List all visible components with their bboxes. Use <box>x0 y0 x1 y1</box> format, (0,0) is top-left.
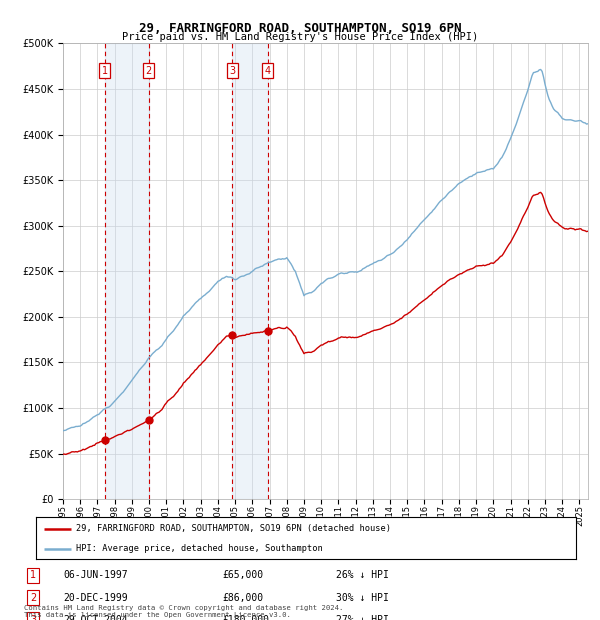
Text: 29-OCT-2004: 29-OCT-2004 <box>63 615 128 620</box>
Text: Contains HM Land Registry data © Crown copyright and database right 2024.
This d: Contains HM Land Registry data © Crown c… <box>24 604 343 618</box>
Text: 3: 3 <box>30 615 36 620</box>
Text: £180,000: £180,000 <box>222 615 269 620</box>
Text: HPI: Average price, detached house, Southampton: HPI: Average price, detached house, Sout… <box>77 544 323 553</box>
Text: Price paid vs. HM Land Registry's House Price Index (HPI): Price paid vs. HM Land Registry's House … <box>122 32 478 42</box>
Text: 29, FARRINGFORD ROAD, SOUTHAMPTON, SO19 6PN (detached house): 29, FARRINGFORD ROAD, SOUTHAMPTON, SO19 … <box>77 525 392 533</box>
Text: 29, FARRINGFORD ROAD, SOUTHAMPTON, SO19 6PN: 29, FARRINGFORD ROAD, SOUTHAMPTON, SO19 … <box>139 22 461 35</box>
Text: 06-JUN-1997: 06-JUN-1997 <box>63 570 128 580</box>
Text: 1: 1 <box>30 570 36 580</box>
Text: £86,000: £86,000 <box>222 593 263 603</box>
Text: 2: 2 <box>30 593 36 603</box>
Text: 4: 4 <box>265 66 271 76</box>
Bar <box>105 43 149 499</box>
Bar <box>232 43 268 499</box>
Text: 20-DEC-1999: 20-DEC-1999 <box>63 593 128 603</box>
Text: 30% ↓ HPI: 30% ↓ HPI <box>336 593 389 603</box>
Text: 3: 3 <box>229 66 235 76</box>
Text: 2: 2 <box>145 66 152 76</box>
Text: 26% ↓ HPI: 26% ↓ HPI <box>336 570 389 580</box>
Text: 27% ↓ HPI: 27% ↓ HPI <box>336 615 389 620</box>
Text: 1: 1 <box>102 66 108 76</box>
Text: £65,000: £65,000 <box>222 570 263 580</box>
